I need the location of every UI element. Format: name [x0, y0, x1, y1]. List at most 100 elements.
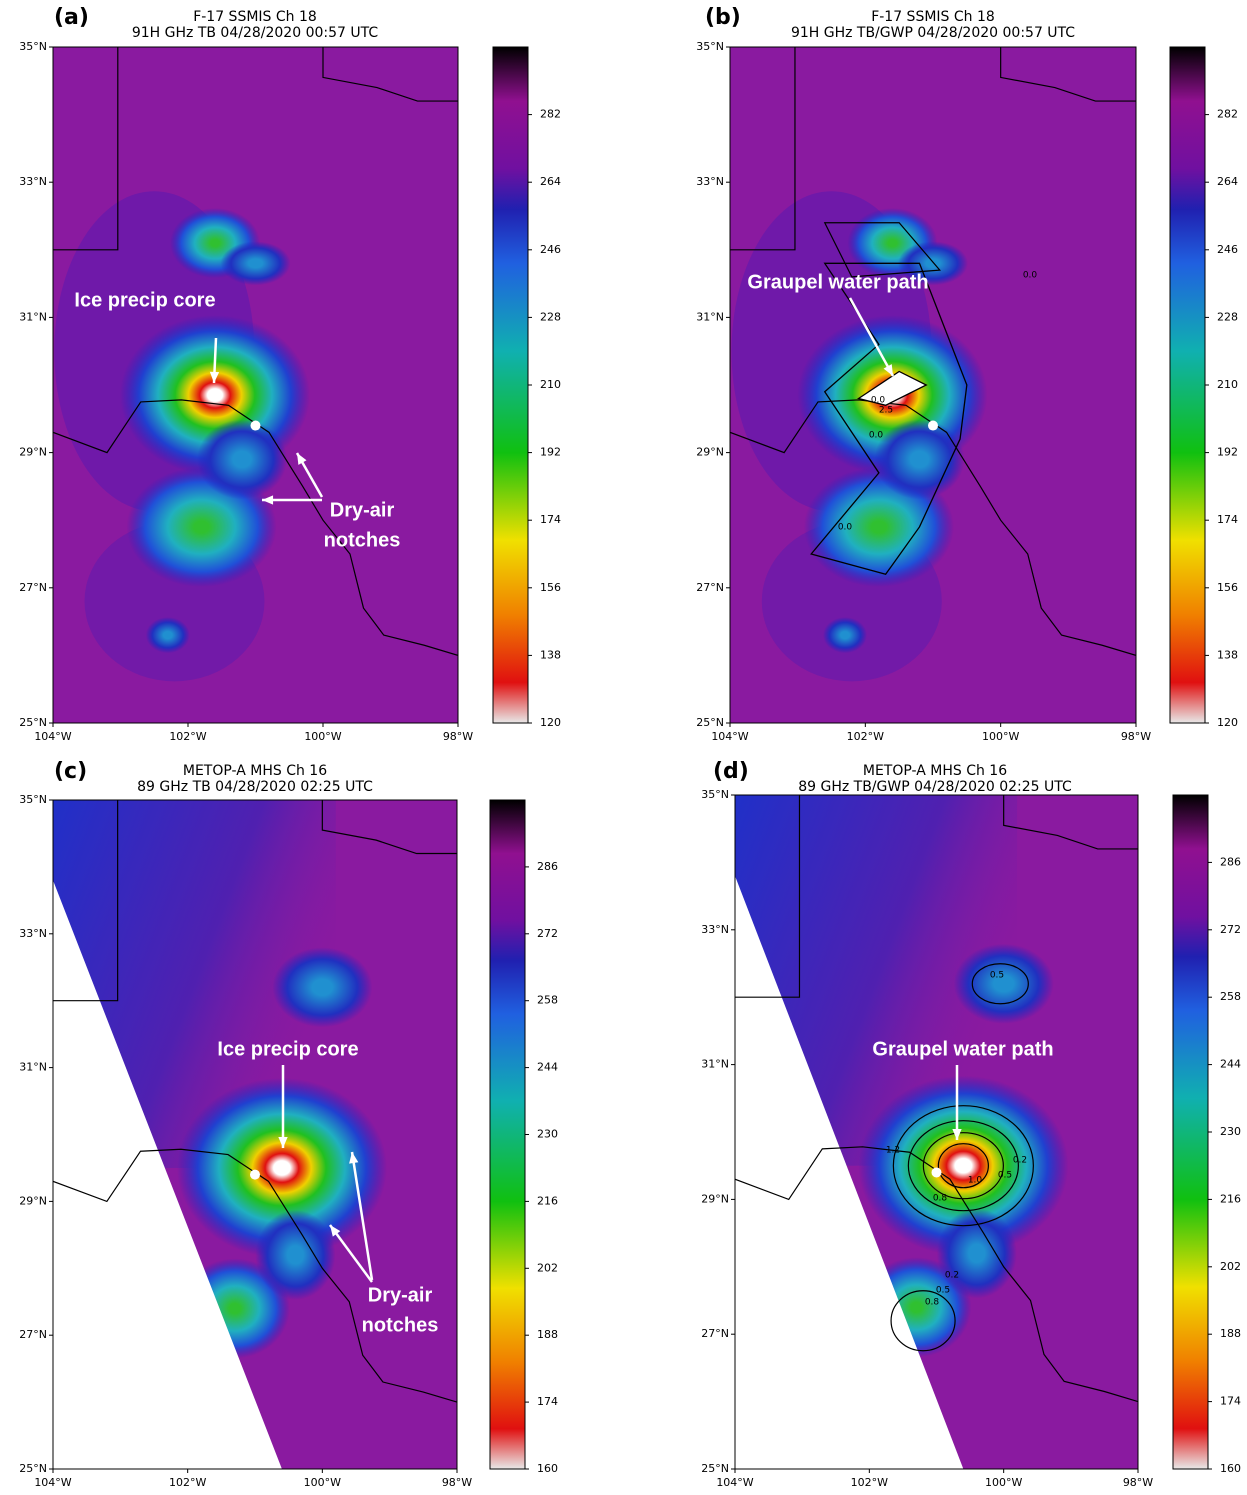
colorbar-tick-label: 160 [537, 1462, 558, 1475]
contour [810, 262, 968, 576]
colorbar-tick-label: 272 [1220, 923, 1241, 936]
border [1000, 47, 1136, 102]
panel-title: F-17 SSMIS Ch 18 [193, 9, 317, 25]
lat-tick-label: 29°N [19, 1194, 47, 1207]
contour-label: 0.5 [998, 1171, 1012, 1181]
lat-tick-label: 29°N [696, 446, 724, 459]
contour-label: 1.0 [968, 1176, 983, 1186]
lon-tick-label: 100°W [304, 730, 341, 743]
annotation: notches [362, 1314, 439, 1336]
colorbar-tick-label: 286 [537, 860, 558, 873]
arrow-head [209, 371, 220, 383]
annotation-arrow [848, 297, 895, 377]
map [735, 795, 1138, 1469]
lat-tick-label: 27°N [696, 581, 724, 594]
contour-label: 0.0 [1023, 271, 1038, 281]
contour [937, 1143, 989, 1189]
colorbar-tick-label: 246 [1217, 243, 1238, 256]
arrow-head [349, 1152, 359, 1164]
colorbar-tick-label: 230 [537, 1128, 558, 1141]
colorbar-tick-label: 228 [1217, 310, 1238, 323]
colorbar-tick-label: 120 [1217, 716, 1238, 729]
lat-tick-label: 35°N [696, 40, 724, 53]
colorbar-tick-label: 244 [1220, 1058, 1241, 1071]
colorbar-tick-label: 210 [540, 378, 561, 391]
colorbar-tick-label: 192 [540, 446, 561, 459]
map-frame [52, 799, 458, 1470]
panel-title: METOP-A MHS Ch 16 [183, 763, 327, 779]
precip-feature [858, 1075, 1069, 1256]
contour [907, 1120, 1019, 1212]
map-frame [52, 46, 459, 724]
lon-tick-label: 98°W [1123, 1476, 1153, 1489]
contour [922, 1132, 1004, 1200]
annotation: Graupel water path [747, 271, 928, 293]
contour-label: 0.8 [933, 1194, 948, 1204]
colorbar-tick-label: 244 [537, 1061, 558, 1074]
colorbar-tick-label: 264 [540, 175, 561, 188]
annotation: Ice precip core [217, 1038, 358, 1060]
border [322, 47, 458, 102]
precip-feature [145, 617, 190, 654]
contour-label: 2.5 [879, 406, 893, 416]
colorbar-tick-label: 156 [1217, 581, 1238, 594]
contour-label: 0.2 [1013, 1156, 1027, 1166]
lat-tick-label: 25°N [696, 716, 724, 729]
panel-title: 91H GHz TB/GWP 04/28/2020 00:57 UTC [791, 25, 1075, 41]
contour [892, 1105, 1034, 1227]
lat-tick-label: 27°N [19, 1328, 47, 1341]
border [730, 399, 1136, 656]
lon-tick-label: 98°W [443, 730, 473, 743]
lat-tick-label: 33°N [696, 175, 724, 188]
border [53, 800, 119, 1002]
lon-tick-label: 98°W [1121, 730, 1151, 743]
colorbar-tick-label: 120 [540, 716, 561, 729]
colorbar-tick-label: 282 [1217, 108, 1238, 121]
precip-feature [220, 241, 291, 286]
contour [890, 1290, 956, 1352]
colorbar-tick-label: 138 [540, 648, 561, 661]
lat-tick-label: 29°N [19, 446, 47, 459]
panel-label: (b) [705, 5, 741, 30]
map [730, 47, 1136, 723]
colorbar-tick-label: 228 [540, 310, 561, 323]
contour [971, 963, 1029, 1005]
lat-tick-label: 31°N [701, 1058, 729, 1071]
panel-title: F-17 SSMIS Ch 18 [871, 9, 995, 25]
border [735, 795, 801, 998]
panel-label: (a) [54, 5, 89, 30]
panel-title: METOP-A MHS Ch 16 [863, 763, 1007, 779]
station [250, 420, 261, 431]
lon-tick-label: 100°W [985, 1476, 1022, 1489]
precip-feature [197, 419, 287, 500]
lat-tick-label: 25°N [701, 1462, 729, 1475]
annotation: Dry-air [368, 1284, 433, 1306]
lon-tick-label: 98°W [442, 1476, 472, 1489]
no-data-swath [735, 875, 964, 1469]
colorbar-tick-label: 160 [1220, 1462, 1241, 1475]
contour-label: 1.2 [886, 1146, 900, 1156]
map [53, 47, 458, 723]
contour [823, 222, 941, 278]
colorbar-tick-label: 174 [1217, 513, 1238, 526]
colorbar-tick-label: 138 [1217, 648, 1238, 661]
precip-feature [953, 943, 1054, 1024]
lat-tick-label: 31°N [19, 310, 47, 323]
lat-tick-label: 35°N [19, 40, 47, 53]
annotation: Ice precip core [74, 289, 215, 311]
panel-title: 89 GHz TB 04/28/2020 02:25 UTC [137, 779, 373, 795]
map-frame [729, 46, 1137, 724]
lat-tick-label: 33°N [701, 923, 729, 936]
colorbar-tick-label: 174 [540, 513, 561, 526]
colorbar-tick-label: 174 [1220, 1395, 1241, 1408]
lat-tick-label: 35°N [701, 788, 729, 801]
colorbar-tick-label: 202 [1220, 1260, 1241, 1273]
colorbar-tick-label: 188 [537, 1328, 558, 1341]
lon-tick-label: 102°W [847, 730, 884, 743]
station [928, 420, 938, 431]
colorbar-tick-label: 264 [1217, 175, 1238, 188]
arrow-head [262, 495, 274, 505]
no-data-swath [53, 880, 282, 1469]
lat-tick-label: 33°N [19, 175, 47, 188]
